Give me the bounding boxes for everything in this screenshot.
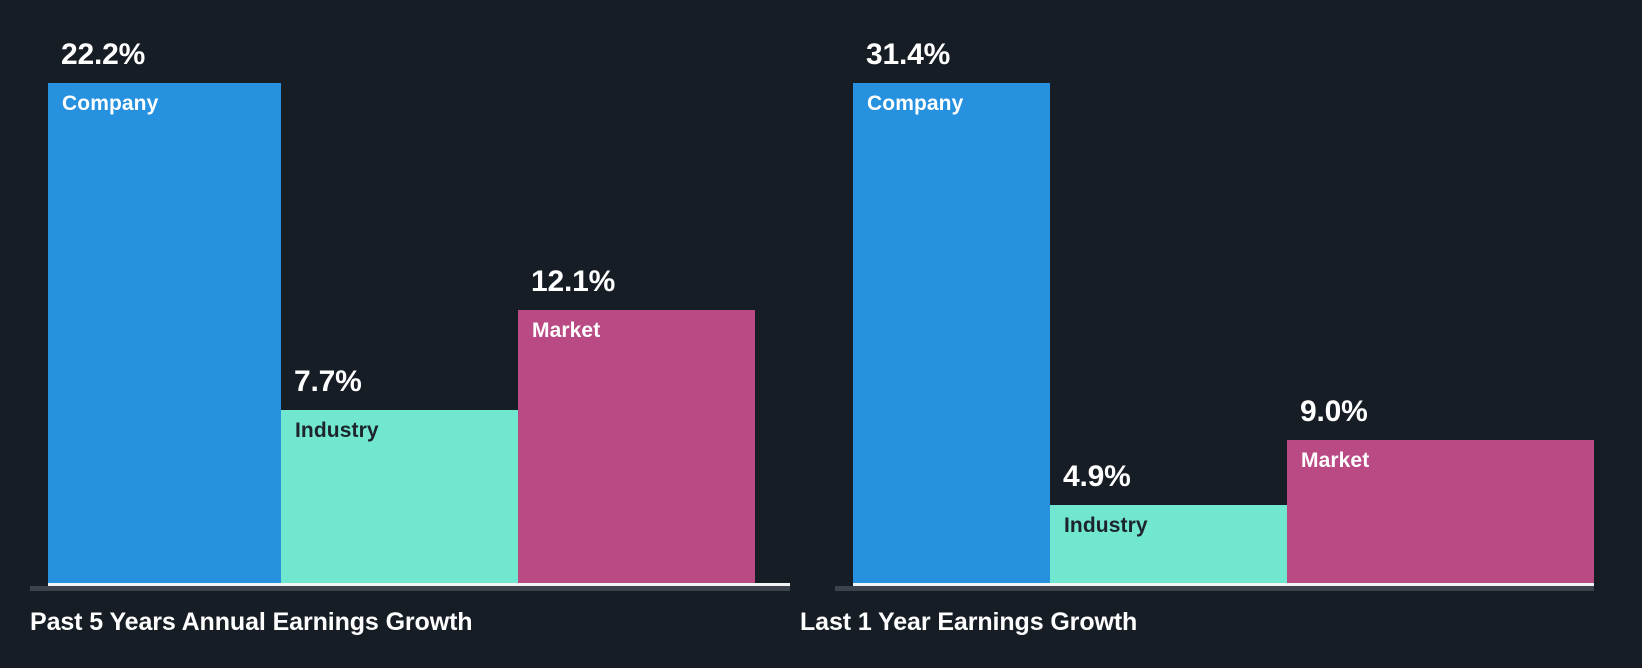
plot-area-last-1-year: 31.4% Company 4.9% Industry 9.0% Market bbox=[800, 0, 1642, 583]
bar-series-label-company: Company bbox=[867, 92, 964, 115]
axis-baseline bbox=[835, 586, 1594, 591]
bar-series-label-industry: Industry bbox=[1064, 514, 1148, 537]
bar-market[interactable]: Market bbox=[518, 310, 755, 583]
bar-company[interactable]: Company bbox=[853, 83, 1050, 583]
chart-panel-last-1-year: 31.4% Company 4.9% Industry 9.0% Market … bbox=[800, 0, 1642, 668]
bar-value-label-company: 31.4% bbox=[866, 38, 951, 71]
bar-series-label-company: Company bbox=[62, 92, 159, 115]
axis-baseline-highlight bbox=[853, 583, 1594, 586]
chart-title-last-1-year: Last 1 Year Earnings Growth bbox=[800, 608, 1138, 636]
bar-series-label-market: Market bbox=[532, 319, 601, 342]
bar-market[interactable]: Market bbox=[1287, 440, 1594, 583]
bar-company[interactable]: Company bbox=[48, 83, 281, 583]
bar-value-label-market: 12.1% bbox=[531, 265, 616, 298]
axis-baseline bbox=[30, 586, 790, 591]
bar-value-label-industry: 4.9% bbox=[1063, 460, 1131, 493]
chart-title-past-5-years: Past 5 Years Annual Earnings Growth bbox=[30, 608, 473, 636]
chart-panel-past-5-years: 22.2% Company 7.7% Industry 12.1% Market bbox=[0, 0, 800, 668]
bar-value-label-market: 9.0% bbox=[1300, 395, 1368, 428]
bar-value-label-industry: 7.7% bbox=[294, 365, 362, 398]
plot-area-past-5-years: 22.2% Company 7.7% Industry 12.1% Market bbox=[0, 0, 800, 583]
bar-value-label-company: 22.2% bbox=[61, 38, 146, 71]
bar-industry[interactable]: Industry bbox=[1050, 505, 1287, 583]
bar-industry[interactable]: Industry bbox=[281, 410, 518, 583]
bar-series-label-market: Market bbox=[1301, 449, 1370, 472]
bar-series-label-industry: Industry bbox=[295, 419, 379, 442]
axis-baseline-highlight bbox=[48, 583, 790, 586]
